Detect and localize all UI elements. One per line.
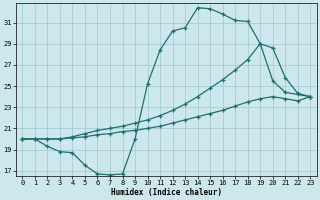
X-axis label: Humidex (Indice chaleur): Humidex (Indice chaleur) <box>111 188 222 197</box>
